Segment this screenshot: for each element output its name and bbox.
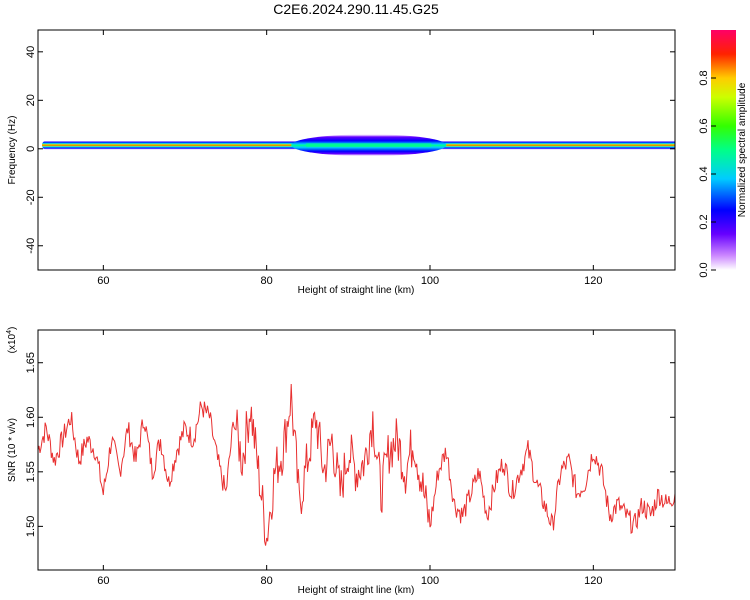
x-tick-label: 100 bbox=[421, 275, 439, 287]
y-tick-label: 40 bbox=[25, 46, 37, 58]
snr-y-ticks: 1.50 1.55 1.60 1.65 bbox=[25, 352, 675, 537]
spectrogram-x-label: Height of straight line (km) bbox=[298, 285, 415, 296]
y-tick-label: 1.65 bbox=[25, 352, 37, 373]
colorbar-tick-label: 0.8 bbox=[698, 70, 710, 85]
snr-frame bbox=[37, 329, 676, 571]
snr-series-line bbox=[38, 383, 675, 546]
y-tick-label: 1.50 bbox=[25, 516, 37, 537]
y-tick-label: 1.60 bbox=[25, 407, 37, 428]
colorbar-ticks: 0.0 0.2 0.4 0.6 0.8 bbox=[698, 70, 716, 278]
spectrogram-x-ticks: 60 80 100 120 bbox=[97, 30, 603, 287]
spectrogram-y-ticks: 40 20 0 -20 -40 bbox=[25, 46, 675, 254]
y-tick-label: -20 bbox=[25, 189, 37, 205]
x-tick-label: 60 bbox=[97, 575, 109, 587]
colorbar: 0.0 0.2 0.4 0.6 0.8 Normalized spectral ampl… bbox=[698, 30, 748, 278]
x-tick-label: 80 bbox=[261, 575, 273, 587]
y-tick-label: 1.55 bbox=[25, 461, 37, 482]
snr-y-label: SNR (10 * v/v) bbox=[7, 418, 18, 482]
snr-panel: 60 80 100 120 1.50 1.55 1.60 1.65 Height of st… bbox=[6, 327, 676, 596]
spectral-band-core bbox=[306, 143, 432, 148]
snr-x-ticks: 60 80 100 120 bbox=[97, 330, 603, 587]
colorbar-gradient bbox=[711, 30, 736, 270]
colorbar-tick-label: 0.4 bbox=[698, 166, 710, 181]
x-tick-label: 120 bbox=[584, 575, 602, 587]
colorbar-tick-label: 0.0 bbox=[698, 262, 710, 277]
chart-title: C2E6.2024.290.11.45.G25 bbox=[273, 1, 439, 17]
y-tick-label: 0 bbox=[25, 146, 37, 152]
x-tick-label: 100 bbox=[421, 575, 439, 587]
y-tick-label: -40 bbox=[25, 238, 37, 254]
x-tick-label: 120 bbox=[584, 275, 602, 287]
x-tick-label: 80 bbox=[261, 275, 273, 287]
colorbar-tick-label: 0.6 bbox=[698, 118, 710, 133]
snr-scale-label: (x104) bbox=[6, 327, 18, 354]
x-tick-label: 60 bbox=[97, 275, 109, 287]
spectrogram-heatmap bbox=[42, 134, 675, 157]
y-tick-label: 20 bbox=[25, 94, 37, 106]
colorbar-label: Normalized spectral amplitude bbox=[737, 82, 748, 217]
colorbar-tick-label: 0.2 bbox=[698, 214, 710, 229]
spectrogram-panel: 60 80 100 120 40 20 0 -20 -40 Height of straigh… bbox=[7, 29, 676, 296]
spectrogram-frame bbox=[37, 29, 676, 271]
spectrogram-y-label: Frequency (Hz) bbox=[7, 116, 18, 185]
snr-x-label: Height of straight line (km) bbox=[298, 585, 415, 596]
